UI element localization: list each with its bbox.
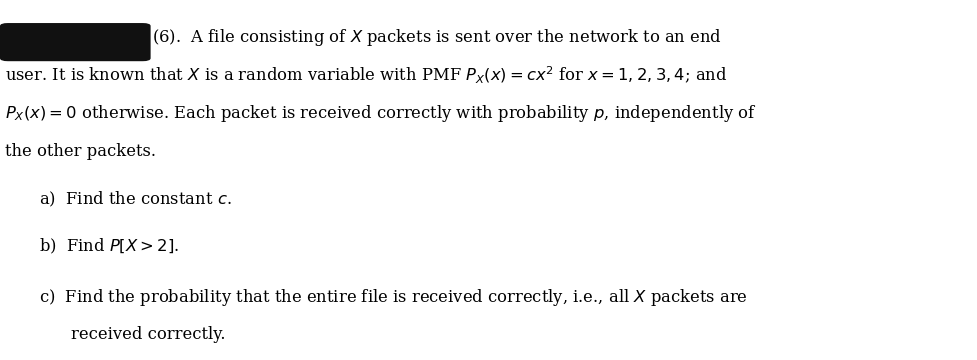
Text: received correctly.: received correctly.	[71, 326, 226, 343]
Text: $P_X(x) = 0$ otherwise. Each packet is received correctly with probability $p$, : $P_X(x) = 0$ otherwise. Each packet is r…	[5, 103, 756, 124]
Text: c)  Find the probability that the entire file is received correctly, i.e., all $: c) Find the probability that the entire …	[39, 287, 747, 307]
Text: a)  Find the constant $c$.: a) Find the constant $c$.	[39, 190, 232, 210]
Text: user. It is known that $X$ is a random variable with PMF $P_X(x) = cx^2$ for $x : user. It is known that $X$ is a random v…	[5, 65, 727, 86]
FancyBboxPatch shape	[0, 23, 150, 61]
Text: b)  Find $P[X > 2]$.: b) Find $P[X > 2]$.	[39, 237, 179, 256]
Text: (6).  A file consisting of $X$ packets is sent over the network to an end: (6). A file consisting of $X$ packets is…	[151, 27, 721, 48]
Text: the other packets.: the other packets.	[5, 143, 155, 160]
